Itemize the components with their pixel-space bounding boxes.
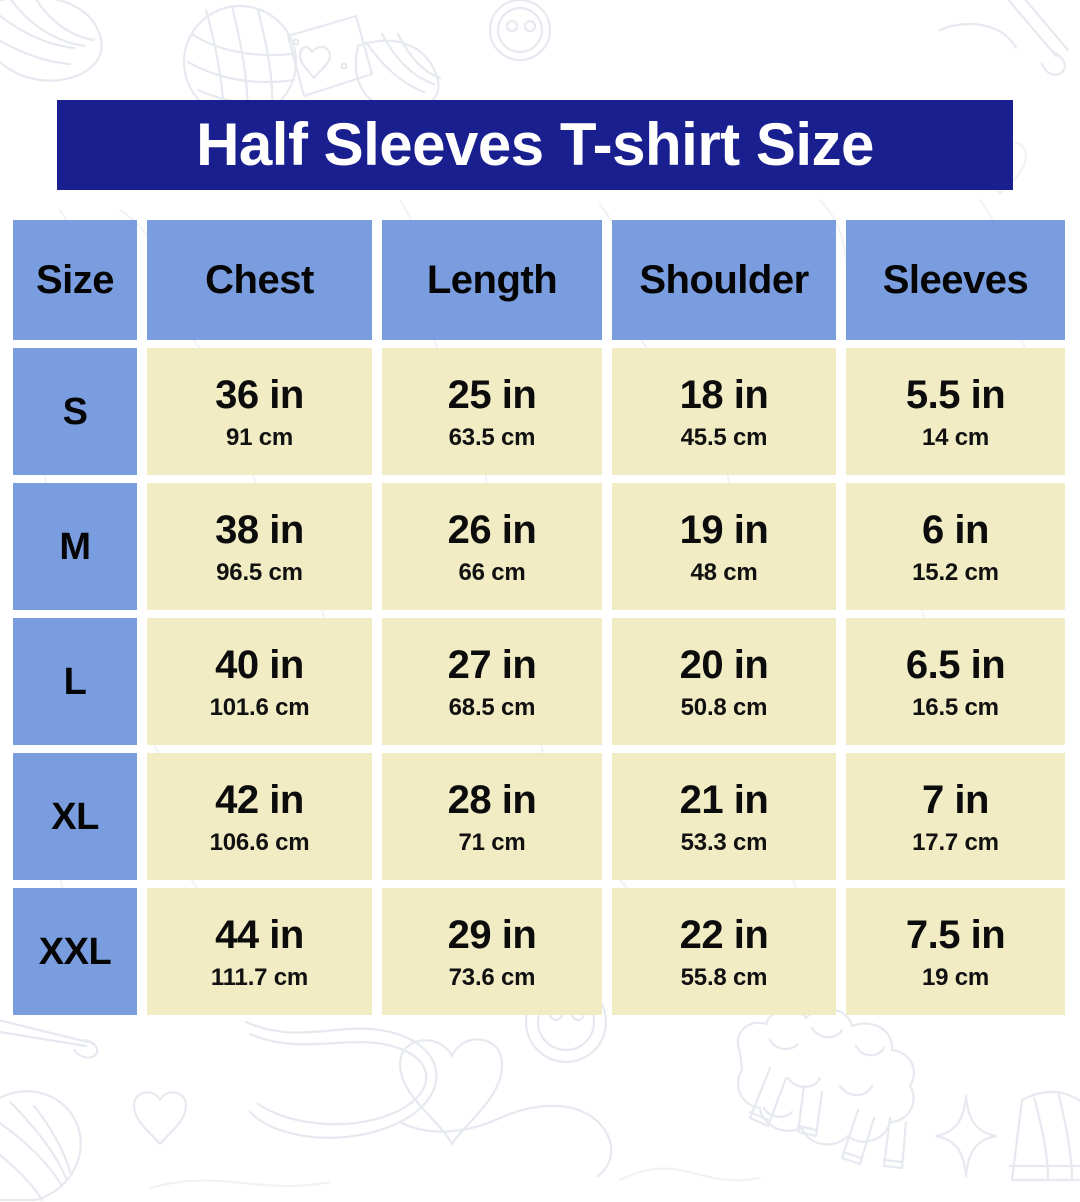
value-centimeters: 106.6 cm	[209, 828, 310, 856]
header-label-shoulder: Shoulder	[639, 258, 809, 302]
size-label: M	[59, 525, 91, 568]
row-size-cell: L	[13, 618, 137, 745]
cell-chest: 36 in 91 cm	[147, 348, 372, 475]
value-centimeters: 96.5 cm	[216, 558, 303, 586]
value-inches: 20 in	[679, 642, 769, 687]
cell-length: 28 in 71 cm	[382, 753, 602, 880]
value-inches: 29 in	[447, 912, 537, 957]
value-centimeters: 45.5 cm	[680, 423, 768, 451]
value-centimeters: 14 cm	[921, 423, 990, 451]
header-cell-size: Size	[13, 220, 137, 340]
value-inches: 7.5 in	[905, 912, 1006, 957]
cell-shoulder: 18 in 45.5 cm	[612, 348, 836, 475]
value-inches: 5.5 in	[905, 372, 1006, 417]
table-row: XL 42 in 106.6 cm 28 in 71 cm 21 in 53.3…	[13, 753, 1065, 880]
value-centimeters: 91 cm	[225, 423, 294, 451]
value-inches: 22 in	[679, 912, 769, 957]
header-cell-chest: Chest	[147, 220, 372, 340]
cell-shoulder: 19 in 48 cm	[612, 483, 836, 610]
header-label-chest: Chest	[205, 258, 314, 302]
cell-length: 25 in 63.5 cm	[382, 348, 602, 475]
cell-sleeves: 6 in 15.2 cm	[846, 483, 1065, 610]
title-banner: Half Sleeves T-shirt Size	[57, 100, 1013, 190]
value-inches: 7 in	[922, 777, 989, 822]
value-centimeters: 101.6 cm	[209, 693, 310, 721]
table-row: M 38 in 96.5 cm 26 in 66 cm 19 in 48 cm …	[13, 483, 1065, 610]
value-centimeters: 63.5 cm	[448, 423, 536, 451]
header-cell-shoulder: Shoulder	[612, 220, 836, 340]
value-inches: 21 in	[679, 777, 769, 822]
cell-chest: 40 in 101.6 cm	[147, 618, 372, 745]
value-inches: 6 in	[922, 507, 989, 552]
cell-sleeves: 7.5 in 19 cm	[846, 888, 1065, 1015]
value-inches: 38 in	[215, 507, 304, 552]
value-centimeters: 50.8 cm	[680, 693, 768, 721]
cell-shoulder: 20 in 50.8 cm	[612, 618, 836, 745]
row-size-cell: S	[13, 348, 137, 475]
value-centimeters: 48 cm	[690, 558, 758, 586]
header-label-sleeves: Sleeves	[882, 258, 1029, 302]
page-title: Half Sleeves T-shirt Size	[196, 111, 874, 178]
row-size-cell: M	[13, 483, 137, 610]
value-inches: 27 in	[447, 642, 537, 687]
value-centimeters: 55.8 cm	[680, 963, 768, 991]
value-inches: 44 in	[215, 912, 304, 957]
header-cell-sleeves: Sleeves	[846, 220, 1065, 340]
cell-sleeves: 5.5 in 14 cm	[846, 348, 1065, 475]
header-cell-length: Length	[382, 220, 602, 340]
cell-shoulder: 21 in 53.3 cm	[612, 753, 836, 880]
value-inches: 19 in	[679, 507, 769, 552]
table-row: XXL 44 in 111.7 cm 29 in 73.6 cm 22 in 5…	[13, 888, 1065, 1015]
value-centimeters: 66 cm	[458, 558, 526, 586]
table-header-row: Size Chest Length Shoulder Sleeves	[13, 220, 1065, 340]
value-centimeters: 73.6 cm	[448, 963, 536, 991]
value-inches: 26 in	[447, 507, 537, 552]
value-inches: 6.5 in	[905, 642, 1006, 687]
value-centimeters: 71 cm	[458, 828, 526, 856]
value-inches: 36 in	[215, 372, 304, 417]
value-inches: 25 in	[447, 372, 537, 417]
value-centimeters: 111.7 cm	[210, 963, 309, 991]
value-centimeters: 15.2 cm	[912, 558, 999, 586]
value-inches: 28 in	[447, 777, 537, 822]
value-centimeters: 17.7 cm	[912, 828, 999, 856]
value-centimeters: 16.5 cm	[912, 693, 999, 721]
size-label: L	[63, 660, 87, 703]
cell-sleeves: 7 in 17.7 cm	[846, 753, 1065, 880]
header-label-length: Length	[426, 258, 558, 302]
row-size-cell: XXL	[13, 888, 137, 1015]
table-row: L 40 in 101.6 cm 27 in 68.5 cm 20 in 50.…	[13, 618, 1065, 745]
table-row: S 36 in 91 cm 25 in 63.5 cm 18 in 45.5 c…	[13, 348, 1065, 475]
cell-chest: 38 in 96.5 cm	[147, 483, 372, 610]
size-label: S	[62, 390, 88, 433]
cell-sleeves: 6.5 in 16.5 cm	[846, 618, 1065, 745]
value-centimeters: 19 cm	[921, 963, 990, 991]
cell-length: 29 in 73.6 cm	[382, 888, 602, 1015]
row-size-cell: XL	[13, 753, 137, 880]
value-inches: 18 in	[679, 372, 769, 417]
cell-chest: 42 in 106.6 cm	[147, 753, 372, 880]
cell-shoulder: 22 in 55.8 cm	[612, 888, 836, 1015]
value-inches: 40 in	[215, 642, 304, 687]
cell-chest: 44 in 111.7 cm	[147, 888, 372, 1015]
cell-length: 27 in 68.5 cm	[382, 618, 602, 745]
value-inches: 42 in	[215, 777, 304, 822]
value-centimeters: 53.3 cm	[680, 828, 768, 856]
size-label: XL	[51, 795, 99, 838]
cell-length: 26 in 66 cm	[382, 483, 602, 610]
size-chart-table: Size Chest Length Shoulder Sleeves S 36 …	[13, 220, 1065, 1015]
value-centimeters: 68.5 cm	[448, 693, 536, 721]
header-label-size: Size	[35, 258, 115, 302]
size-label: XXL	[38, 930, 112, 973]
